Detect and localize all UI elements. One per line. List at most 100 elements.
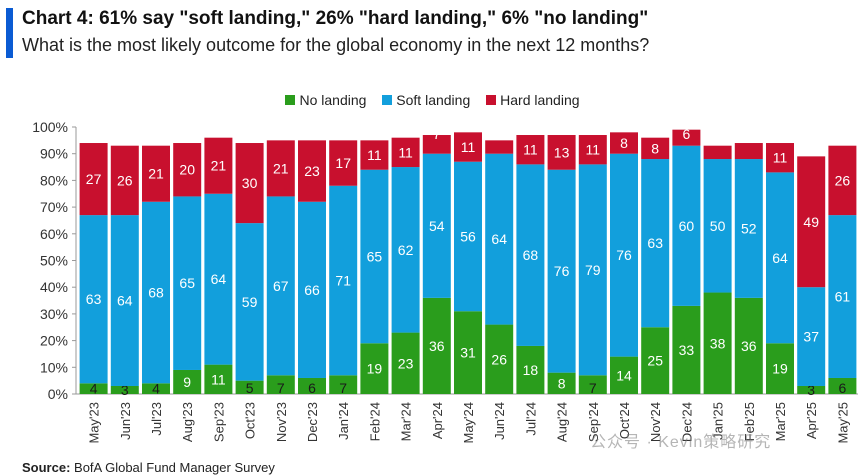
data-label-no-landing: 7	[339, 380, 347, 396]
bar-segment-hard-landing	[672, 129, 701, 146]
bar-segment-hard-landing	[547, 135, 576, 170]
data-label-soft-landing: 68	[148, 285, 164, 301]
bar-segment-no-landing	[828, 377, 857, 394]
bar-segment-no-landing	[360, 343, 389, 394]
x-tick-label: Dec'23	[305, 402, 320, 442]
y-tick-label: 10%	[40, 359, 68, 375]
bar-segment-no-landing	[298, 377, 326, 394]
data-label-soft-landing: 67	[273, 278, 289, 294]
data-label-soft-landing: 64	[117, 293, 133, 309]
y-tick-label: 70%	[40, 199, 68, 215]
bar-segment-no-landing	[610, 356, 638, 394]
bar-segment-soft-landing	[110, 215, 139, 386]
bar-segment-no-landing	[797, 385, 826, 394]
data-label-no-landing: 3	[121, 382, 129, 398]
data-label-hard-landing: 6	[683, 126, 691, 142]
bar-segment-hard-landing	[266, 140, 295, 197]
bar-segment-soft-landing	[547, 169, 576, 373]
data-label-hard-landing: 11	[523, 142, 538, 158]
bar-segment-no-landing	[766, 343, 794, 394]
bar-segment-soft-landing	[266, 196, 295, 376]
bar-segment-hard-landing	[578, 135, 607, 165]
data-label-soft-landing: 76	[616, 247, 632, 263]
bar-segment-hard-landing	[641, 137, 670, 160]
bar-segment-soft-landing	[797, 287, 826, 386]
bar-segment-soft-landing	[329, 185, 358, 376]
data-label-no-landing: 14	[616, 367, 632, 383]
data-label-soft-landing: 64	[772, 250, 788, 266]
data-label-hard-landing: 11	[586, 142, 601, 158]
bar-segment-hard-landing	[391, 137, 420, 168]
data-label-soft-landing: 64	[491, 231, 507, 247]
bar-segment-no-landing	[204, 364, 233, 394]
legend-item-hard-landing: Hard landing	[486, 92, 580, 108]
x-tick-label: Jan'24	[336, 402, 351, 440]
data-label-no-landing: 25	[647, 353, 663, 369]
data-label-no-landing: 18	[523, 362, 539, 378]
chart-title: Chart 4: 61% say "soft landing," 26% "ha…	[22, 8, 649, 29]
data-label-soft-landing: 59	[242, 294, 258, 310]
x-tick-label: Apr'24	[430, 402, 445, 439]
data-label-soft-landing: 71	[335, 273, 351, 289]
x-tick-label: Aug'23	[180, 402, 195, 442]
data-label-no-landing: 19	[367, 361, 383, 377]
bar-segment-hard-landing	[110, 145, 139, 216]
bar-segment-no-landing	[578, 375, 607, 394]
y-tick-label: 40%	[40, 279, 68, 295]
y-tick-label: 90%	[40, 146, 68, 162]
bar-segment-soft-landing	[734, 159, 763, 298]
bar-segment-soft-landing	[204, 193, 233, 365]
bar-segment-soft-landing	[454, 161, 482, 312]
bar-segment-hard-landing	[485, 140, 514, 154]
source-text: BofA Global Fund Manager Survey	[70, 460, 275, 475]
source-note: Source: BofA Global Fund Manager Survey	[22, 460, 275, 475]
bar-segment-soft-landing	[516, 164, 545, 346]
data-label-no-landing: 33	[679, 342, 695, 358]
bar-segment-hard-landing	[734, 143, 763, 160]
data-label-soft-landing: 60	[679, 218, 695, 234]
bar-segment-no-landing	[79, 383, 108, 394]
y-tick-label: 20%	[40, 333, 68, 349]
data-label-hard-landing: 11	[398, 144, 413, 160]
x-tick-label: Nov'23	[274, 402, 289, 442]
data-label-soft-landing: 54	[429, 218, 445, 234]
bar-segment-soft-landing	[578, 164, 607, 376]
data-label-hard-landing: 5	[714, 126, 722, 142]
bar-segment-soft-landing	[79, 215, 108, 384]
data-label-hard-landing: 21	[211, 158, 227, 174]
data-label-hard-landing: 5	[495, 126, 503, 142]
data-label-no-landing: 38	[710, 335, 726, 351]
bar-segment-soft-landing	[142, 201, 170, 384]
data-label-no-landing: 7	[589, 380, 597, 396]
data-label-hard-landing: 49	[803, 214, 819, 230]
data-label-hard-landing: 23	[304, 163, 320, 179]
bar-segment-hard-landing	[610, 132, 638, 154]
bar-segment-hard-landing	[703, 145, 732, 160]
data-label-hard-landing: 11	[367, 147, 382, 163]
bar-segment-soft-landing	[422, 153, 451, 298]
data-label-soft-landing: 62	[398, 242, 414, 258]
x-tick-label: May'25	[835, 402, 850, 444]
data-label-no-landing: 36	[741, 338, 757, 354]
x-tick-label: Feb'25	[742, 402, 757, 441]
bar-segment-soft-landing	[235, 223, 264, 381]
data-label-no-landing: 31	[460, 345, 476, 361]
legend-label-hard-landing: Hard landing	[500, 92, 580, 108]
data-label-hard-landing: 7	[433, 126, 441, 142]
bar-segment-hard-landing	[797, 156, 826, 288]
legend-swatch-soft-landing	[382, 95, 393, 105]
data-label-hard-landing: 26	[835, 172, 851, 188]
bar-segment-hard-landing	[298, 140, 326, 202]
data-label-soft-landing: 66	[304, 282, 320, 298]
watermark: 公众号 · Kevin策略研究	[590, 434, 772, 451]
data-label-soft-landing: 76	[554, 263, 570, 279]
bar-segment-no-landing	[703, 292, 732, 394]
bar-segment-no-landing	[235, 380, 264, 394]
data-label-soft-landing: 52	[741, 220, 757, 236]
data-label-no-landing: 4	[90, 381, 98, 397]
y-tick-label: 60%	[40, 226, 68, 242]
bar-segment-no-landing	[266, 375, 295, 394]
bar-segment-soft-landing	[703, 159, 732, 293]
data-label-soft-landing: 50	[710, 218, 726, 234]
